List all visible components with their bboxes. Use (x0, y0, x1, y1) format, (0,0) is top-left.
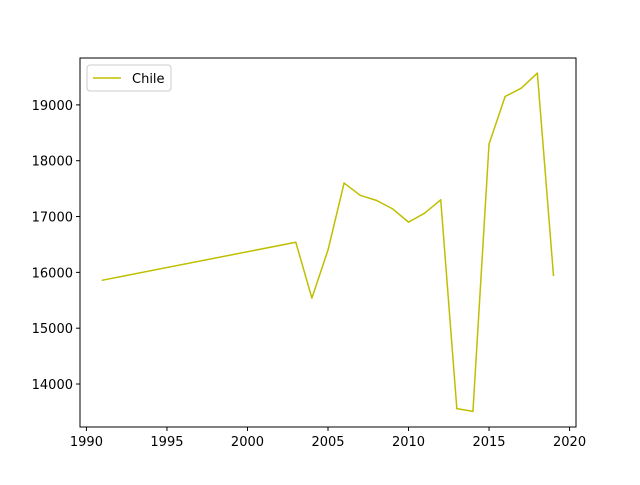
y-tick-label: 16000 (32, 266, 73, 281)
data-point (375, 199, 378, 202)
data-point (101, 279, 104, 281)
x-tick-label: 2020 (553, 435, 586, 450)
data-point (439, 199, 442, 201)
y-axis-ticks: 14000 15000 16000 17000 18000 19000 (32, 99, 80, 393)
y-tick-label: 15000 (32, 322, 73, 337)
y-tick-label: 18000 (32, 155, 73, 170)
data-point (327, 249, 329, 251)
plot-frame (79, 57, 577, 428)
x-tick-label: 2000 (231, 435, 264, 450)
y-tick-label: 14000 (32, 378, 73, 393)
data-point (359, 194, 361, 197)
series-layer (101, 72, 555, 413)
data-point (488, 143, 490, 145)
x-tick-label: 1995 (150, 435, 183, 450)
data-point (504, 95, 506, 98)
y-tick-label: 19000 (32, 99, 73, 114)
data-point (536, 72, 539, 74)
x-tick-label: 2010 (392, 435, 425, 450)
data-point (472, 410, 474, 413)
data-point (552, 274, 555, 276)
legend-label: Chile (132, 72, 165, 87)
data-point (407, 221, 410, 223)
x-axis-ticks: 1990 1995 2000 2005 2010 2015 2020 (70, 427, 586, 450)
data-point (520, 87, 522, 89)
series-line-chile (101, 72, 555, 413)
y-tick-label: 17000 (32, 211, 73, 226)
data-point (311, 297, 313, 299)
data-point (423, 212, 426, 214)
data-point (343, 182, 345, 184)
x-tick-label: 2005 (311, 435, 344, 450)
data-point (391, 207, 394, 210)
x-tick-label: 2015 (472, 435, 505, 450)
data-point (295, 241, 297, 243)
legend-box (86, 64, 172, 92)
legend: Chile (86, 64, 172, 92)
data-point (456, 407, 458, 410)
x-tick-label: 1990 (70, 435, 103, 450)
